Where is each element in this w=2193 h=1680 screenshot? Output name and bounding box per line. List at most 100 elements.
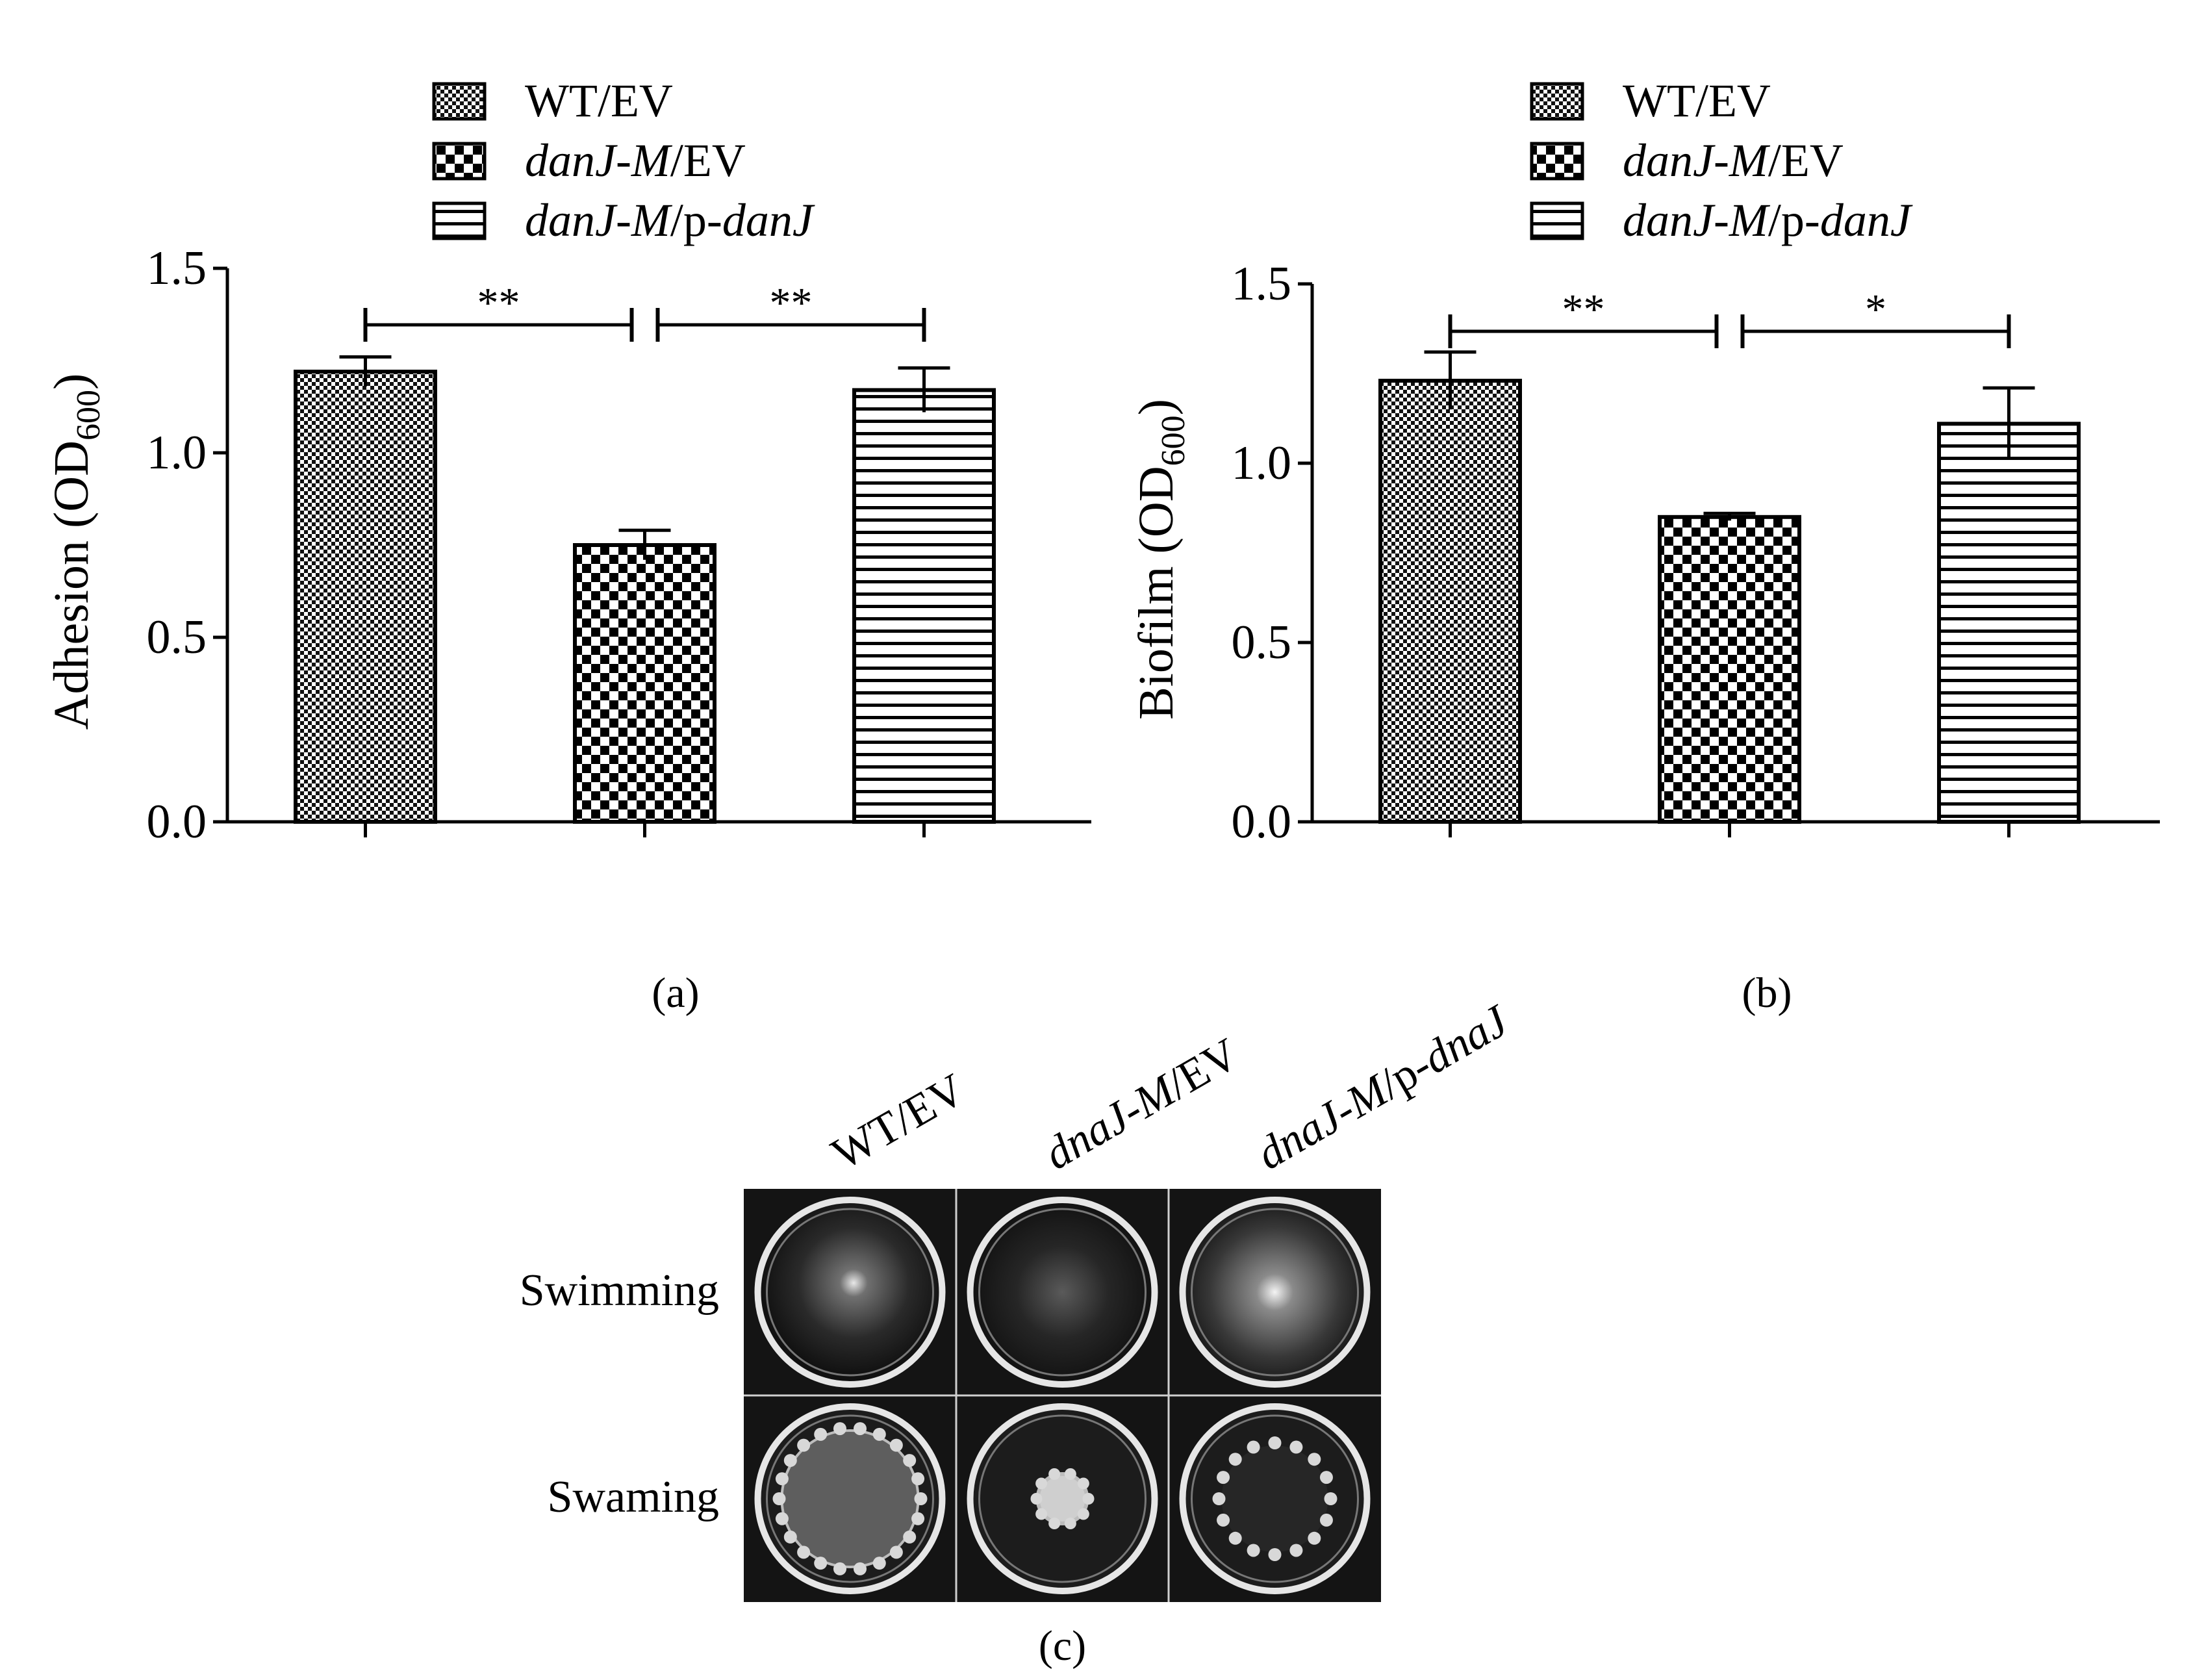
- y-tick-label: 1.5: [1232, 257, 1292, 311]
- label-part: danJ-M: [1623, 134, 1771, 186]
- swarm-colony-edge: [833, 1422, 846, 1436]
- legend-swatch: [1530, 142, 1584, 181]
- swarm-colony-edge: [1212, 1492, 1226, 1505]
- significance-label: **: [1562, 286, 1605, 333]
- y-tick-label: 1.0: [1232, 437, 1292, 490]
- swarm-colony-edge: [1077, 1508, 1089, 1520]
- y-axis-label-sub: 600: [70, 390, 107, 440]
- label-part: danJ: [722, 194, 815, 246]
- swarm-colony-edge: [1228, 1531, 1242, 1545]
- swarm-colony-edge: [889, 1546, 903, 1559]
- swarm-colony-edge: [1319, 1471, 1333, 1484]
- petri-dish-inner-rim: [766, 1414, 934, 1583]
- swarm-colony-edge: [1268, 1548, 1282, 1561]
- legend-swatch: [432, 142, 487, 181]
- swarm-colony-edge: [1064, 1468, 1076, 1480]
- chart-a-adhesion: 0.0 0.5 1.0 1.5 Adhesion (OD600) ** ** WT/EV dan…: [44, 75, 1091, 848]
- swarm-colony-edge: [1289, 1544, 1303, 1557]
- petri-dish-inner-rim: [978, 1208, 1147, 1377]
- label-part: danJ: [1820, 194, 1913, 246]
- label-part: /EV: [1768, 134, 1844, 186]
- swarm-colony-edge: [1048, 1468, 1061, 1480]
- swarm-colony-edge: [1308, 1531, 1321, 1545]
- y-axis-label: Adhesion (OD600): [44, 374, 107, 730]
- petri-dish-inner-rim: [1191, 1208, 1359, 1377]
- petri-dish-inner-rim: [978, 1414, 1147, 1583]
- label-part: WT/EV: [1623, 75, 1771, 127]
- y-tick-label: 0.0: [147, 795, 207, 848]
- swarm-colony-edge: [903, 1530, 917, 1544]
- swarm-colony-edge: [797, 1438, 811, 1452]
- bar-checker: [1658, 515, 1801, 824]
- swarm-colony-edge: [1268, 1436, 1282, 1449]
- swarm-colony-edge: [1048, 1518, 1061, 1530]
- legend-swatch: [432, 82, 487, 121]
- swarm-colony-edge: [833, 1562, 846, 1575]
- swarm-colony-edge: [783, 1454, 797, 1468]
- swarm-colony-edge: [903, 1454, 917, 1468]
- panel-label-b: (b): [1742, 969, 1792, 1017]
- label-part: /EV: [670, 134, 746, 186]
- label-part: WT/EV: [824, 1064, 973, 1179]
- swarm-colony-edge: [1217, 1513, 1230, 1527]
- legend-swatch: [1530, 82, 1584, 121]
- plate-image-panel: WT/EV dnaJ-M/EV dnaJ-M/p-dnaJ Swimming Swami…: [520, 995, 1518, 1670]
- swarm-colony-edge: [911, 1472, 925, 1486]
- swarm-colony-edge: [1319, 1513, 1333, 1527]
- swarm-colony-edge: [1308, 1453, 1321, 1466]
- swarm-colony-edge: [772, 1492, 786, 1505]
- petri-dish-inner-rim: [766, 1208, 934, 1377]
- bar-checker: [573, 543, 716, 824]
- legend-label: danJ-M/p-danJ: [525, 194, 815, 246]
- significance-label: **: [770, 279, 813, 327]
- swarm-colony-edge: [1064, 1518, 1076, 1530]
- y-axis-label-main: Biofilm (OD: [1129, 466, 1184, 720]
- petri-dish-inner-rim: [1191, 1414, 1359, 1583]
- legend-swatch: [432, 201, 487, 240]
- swarm-colony-edge: [1035, 1508, 1048, 1520]
- swarm-colony-edge: [1030, 1493, 1043, 1505]
- bar-h-lines: [1937, 422, 2081, 824]
- label-part: WT/EV: [525, 75, 673, 127]
- y-tick-label: 0.5: [147, 611, 207, 664]
- legend-label: danJ-M/p-danJ: [1623, 194, 1913, 246]
- label-part: danJ-M: [1623, 194, 1771, 246]
- panel-label-c: (c): [1039, 1622, 1086, 1670]
- significance-label: *: [1865, 286, 1886, 333]
- plate-column-label: dnaJ-M/EV: [1036, 1029, 1247, 1180]
- plate-row-label: Swimming: [520, 1266, 719, 1316]
- swarm-colony-edge: [1082, 1493, 1095, 1505]
- swarm-colony-edge: [775, 1472, 789, 1486]
- y-axis-label-sub: 600: [1155, 415, 1192, 466]
- swarm-colony-edge: [783, 1530, 797, 1544]
- label-part: danJ-M: [525, 194, 673, 246]
- petri-dish: [967, 1197, 1158, 1388]
- swarm-colony-edge: [854, 1422, 867, 1436]
- swarm-colony-edge: [775, 1512, 789, 1525]
- swarm-colony-edge: [914, 1492, 928, 1505]
- legend-label: danJ-M/EV: [525, 134, 746, 186]
- swarm-colony-edge: [1247, 1440, 1260, 1454]
- swarm-colony-edge: [1324, 1492, 1337, 1505]
- plate-column-label: dnaJ-M/p-dnaJ: [1249, 995, 1518, 1180]
- swarm-colony-edge: [911, 1512, 925, 1525]
- y-tick-label: 1.0: [147, 426, 207, 479]
- legend-label: WT/EV: [525, 75, 673, 127]
- y-axis-label-close: ): [1129, 399, 1184, 415]
- plate-column-label: WT/EV: [824, 1064, 973, 1179]
- label-part: danJ-M: [525, 134, 673, 186]
- bar-h-lines: [852, 388, 996, 824]
- swarm-colony-edge: [872, 1427, 886, 1441]
- legend-swatch: [1530, 201, 1584, 240]
- y-axis-label-main: Adhesion (OD: [44, 440, 99, 730]
- significance-label: **: [477, 279, 520, 327]
- swarm-colony-edge: [854, 1562, 867, 1575]
- swarm-colony-edge: [814, 1557, 828, 1570]
- swarm-colony-edge: [872, 1557, 886, 1570]
- swarm-colony-edge: [1217, 1471, 1230, 1484]
- swarm-colony-edge: [1289, 1440, 1303, 1454]
- y-tick-label: 0.0: [1232, 795, 1292, 848]
- y-tick-label: 1.5: [147, 242, 207, 295]
